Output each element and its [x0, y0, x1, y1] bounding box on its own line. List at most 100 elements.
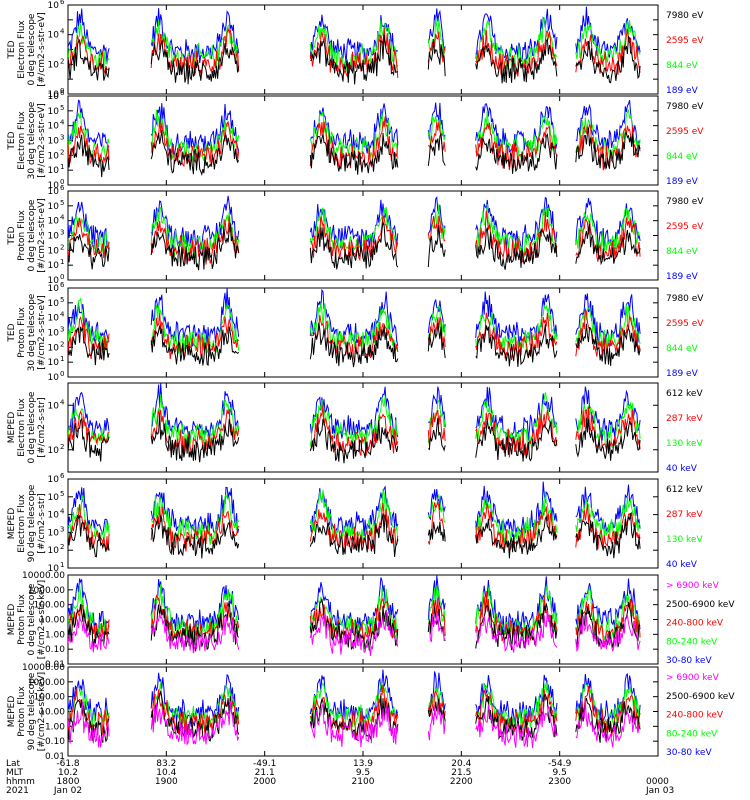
- y-axis-label-line: [#/cm2-s-str-eV]: [37, 295, 47, 370]
- y-tick-exponent: 4: [60, 398, 65, 406]
- y-axis-label-line: MEPED: [7, 508, 17, 540]
- y-tick-label: 10: [48, 166, 60, 176]
- y-tick-label: 10: [48, 528, 60, 538]
- y-tick-label: 1.00: [45, 630, 65, 640]
- legend-entry: 80-240 keV: [666, 729, 718, 739]
- legend-entry: 130 keV: [666, 439, 703, 449]
- y-axis-label-line: Proton Flux: [17, 210, 27, 261]
- legend-entry: 844 eV: [666, 152, 699, 162]
- y-tick-label: 10: [48, 137, 60, 147]
- y-tick-label: 10: [48, 1, 60, 11]
- panel-frame: [67, 574, 659, 665]
- y-axis-label-line: 90 deg telescope: [27, 484, 37, 562]
- time-axis-value: 9.5: [356, 768, 370, 778]
- y-axis-label-line: TED: [7, 40, 17, 59]
- legend-entry: 844 eV: [666, 344, 699, 354]
- legend-entry: 80-240 keV: [666, 637, 718, 647]
- y-tick-label: 0.01: [45, 752, 65, 762]
- y-tick-exponent: 3: [60, 326, 64, 334]
- y-tick-label: 10: [48, 475, 60, 485]
- y-tick-exponent: 5: [60, 296, 64, 304]
- y-tick-label: 10000.00: [22, 571, 65, 581]
- y-axis-label-line: Electron Flux: [17, 20, 27, 79]
- legend-entry: 612 keV: [666, 389, 703, 399]
- y-tick-exponent: 5: [60, 104, 64, 112]
- legend-entry: 7980 eV: [666, 11, 704, 21]
- y-tick-label: 100.00: [34, 693, 66, 703]
- time-axis-value: 1800: [57, 777, 80, 787]
- legend-entry: 287 keV: [666, 414, 703, 424]
- time-axis-row-label: hhmm: [6, 777, 35, 787]
- y-axis-label-line: 0 deg telescope: [27, 391, 37, 463]
- time-axis-value: 20.4: [451, 759, 471, 769]
- y-tick-label: 10: [48, 373, 60, 383]
- y-tick-exponent: 0: [60, 178, 64, 186]
- y-tick-exponent: 4: [60, 119, 65, 127]
- y-tick-exponent: 2: [60, 57, 64, 65]
- y-tick-label: 10: [48, 276, 60, 286]
- y-tick-exponent: 6: [60, 472, 65, 480]
- series-trace: [68, 34, 641, 85]
- y-axis-label-line: [#/cm2-s-str-keV]: [37, 580, 47, 659]
- series-trace: [68, 99, 641, 157]
- series-trace: [68, 383, 641, 445]
- time-axis-value: Jan 03: [645, 786, 674, 796]
- legend-entry: 189 eV: [666, 177, 699, 187]
- y-axis-label: MEPED Electron Flux 90 deg telescope [#/cm2…: [7, 484, 47, 562]
- legend-entry: 844 eV: [666, 61, 699, 71]
- y-tick-label: 10000.00: [22, 663, 65, 673]
- y-tick-exponent: 6: [60, 281, 65, 289]
- time-axis-value: -54.9: [548, 759, 572, 769]
- y-tick-label: 10: [48, 232, 60, 242]
- y-tick-label: 10: [48, 187, 60, 197]
- legend-entry: 240-800 keV: [666, 619, 724, 629]
- y-axis-label-line: TED: [7, 323, 17, 342]
- panel-7: 0.010.101.0010.00100.001000.0010000.00ME…: [7, 571, 735, 670]
- legend-entry: 189 eV: [666, 369, 699, 379]
- y-axis-label-line: 0 deg telescope: [27, 13, 37, 85]
- time-axis-value: -61.8: [56, 759, 80, 769]
- time-axis-value: 10.4: [156, 768, 176, 778]
- y-tick-label: 10: [48, 511, 60, 521]
- y-axis-label: TED Proton Flux 0 deg telescope [#/cm2-s-st…: [7, 198, 47, 273]
- y-axis-label-line: [#/cm2-s-str-eV]: [37, 198, 47, 273]
- time-axis-value: 2100: [352, 777, 375, 787]
- legend-entry: 7980 eV: [666, 102, 704, 112]
- y-tick-label: 10: [48, 151, 60, 161]
- y-axis-label-line: TED: [7, 226, 17, 245]
- y-axis-label: MEPED Proton Flux 90 deg telescope [#/cm2-s…: [7, 672, 47, 751]
- y-tick-label: 10.00: [39, 708, 65, 718]
- series-trace: [68, 684, 641, 739]
- y-tick-exponent: 0: [60, 370, 64, 378]
- y-tick-label: 10: [48, 217, 60, 227]
- y-tick-exponent: 3: [60, 134, 64, 142]
- series-trace: [68, 414, 641, 464]
- y-axis-label-line: MEPED: [7, 696, 17, 728]
- y-tick-label: 10: [48, 401, 60, 411]
- series-trace: [68, 513, 641, 559]
- y-axis-label-line: TED: [7, 131, 17, 150]
- time-axis-value: 2300: [548, 777, 571, 787]
- y-tick-exponent: 2: [60, 148, 64, 156]
- legend-entry: 844 eV: [666, 247, 699, 257]
- y-axis-label: TED Proton Flux 30 deg telescope [#/cm2-s-s…: [7, 293, 47, 371]
- legend-entry: > 6900 keV: [666, 581, 720, 591]
- y-tick-exponent: 1: [60, 355, 64, 363]
- y-axis-label-line: Electron Flux: [17, 494, 27, 553]
- panel-8: 0.010.101.0010.00100.001000.0010000.00ME…: [7, 663, 735, 762]
- y-tick-exponent: 2: [60, 543, 64, 551]
- legend-entry: 2500-6900 keV: [666, 600, 735, 610]
- legend-entry: 130 keV: [666, 535, 703, 545]
- series-trace: [68, 210, 641, 265]
- legend-entry: 612 keV: [666, 485, 703, 495]
- legend-entry: 2595 eV: [666, 222, 704, 232]
- y-tick-label: 10: [48, 31, 60, 41]
- legend-entry: 2500-6900 keV: [666, 692, 735, 702]
- y-tick-label: 10: [48, 564, 60, 574]
- y-axis-label-line: Proton Flux: [17, 594, 27, 645]
- time-axis-value: 1900: [155, 777, 178, 787]
